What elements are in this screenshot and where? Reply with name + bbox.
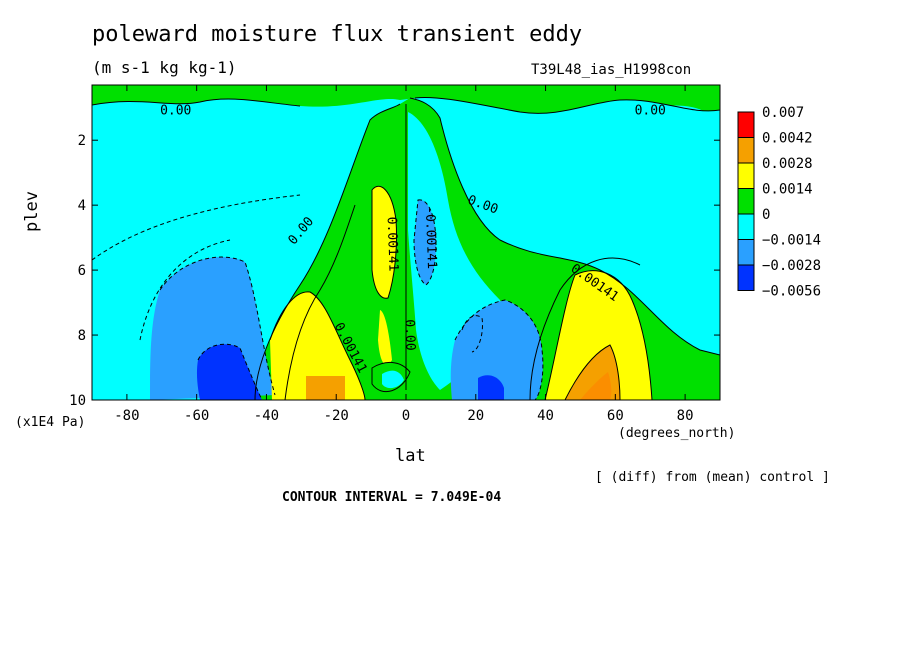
field-positive-tropic-upper <box>372 186 397 299</box>
colorbar-swatch <box>737 239 755 266</box>
colorbar-swatch <box>737 137 755 164</box>
y-tick-label: 4 <box>78 198 86 214</box>
colorbar-label: 0.0014 <box>762 182 813 198</box>
colorbar-label: −0.0056 <box>762 284 821 300</box>
colorbar-label: −0.0028 <box>762 258 821 274</box>
colorbar: 0.007 0.0042 0.0028 0.0014 0 −0.0014 −0.0028 −0… <box>737 105 821 300</box>
run-id: T39L48_ias_H1998con <box>531 62 692 78</box>
x-tick-label: -80 <box>114 408 139 424</box>
y-tick-label: 8 <box>78 328 86 344</box>
colorbar-label: −0.0014 <box>762 233 821 249</box>
x-tick-label: 40 <box>537 408 554 424</box>
footer-note: [ (diff) from (mean) control ] <box>595 470 830 485</box>
y-axis: 2 4 6 8 10 <box>69 133 720 409</box>
filled-contours <box>92 85 720 400</box>
colorbar-label: 0.007 <box>762 105 804 121</box>
contour-label: 0.00 <box>635 103 666 118</box>
contour-label: 0.00 <box>401 319 417 351</box>
x-axis: -80 -60 -40 -20 0 20 40 60 80 <box>114 85 694 424</box>
y-tick-label: 2 <box>78 133 86 149</box>
field-negative-south-core <box>196 344 262 400</box>
contour-interval: CONTOUR INTERVAL = 7.049E-04 <box>282 490 502 505</box>
colorbar-swatch <box>737 188 755 215</box>
colorbar-label: 0 <box>762 207 770 223</box>
field-positive-north <box>545 270 652 400</box>
field-top-band <box>92 85 720 114</box>
contour-label: 0.00141 <box>384 216 401 271</box>
contour-label: -0.00141 <box>422 206 439 269</box>
field-negative-tropic-upper <box>414 199 436 285</box>
chart-units: (m s-1 kg kg-1) <box>92 58 237 77</box>
contour-label: 0.00 <box>160 103 191 118</box>
y-tick-label: 10 <box>69 393 86 409</box>
x-tick-label: 80 <box>677 408 694 424</box>
colorbar-label: 0.0042 <box>762 131 813 147</box>
x-tick-label: 60 <box>607 408 624 424</box>
x-tick-label: 0 <box>402 408 410 424</box>
field-positive-south-core <box>306 376 345 400</box>
x-tick-label: -20 <box>324 408 349 424</box>
y-tick-label: 6 <box>78 263 86 279</box>
x-tick-label: -60 <box>184 408 209 424</box>
colorbar-swatch <box>737 213 755 240</box>
x-tick-label: 20 <box>467 408 484 424</box>
field-positive-south <box>270 291 365 400</box>
y-axis-label: plev <box>22 191 42 232</box>
colorbar-swatch <box>737 162 755 189</box>
chart-title: poleward moisture flux transient eddy <box>92 22 583 47</box>
colorbar-swatch <box>737 111 755 138</box>
colorbar-swatch <box>737 264 755 291</box>
x-axis-unit: (degrees_north) <box>618 426 736 441</box>
x-axis-label: lat <box>395 446 426 466</box>
colorbar-label: 0.0028 <box>762 156 813 172</box>
x-tick-label: -40 <box>254 408 279 424</box>
y-axis-unit: (x1E4 Pa) <box>15 415 86 430</box>
